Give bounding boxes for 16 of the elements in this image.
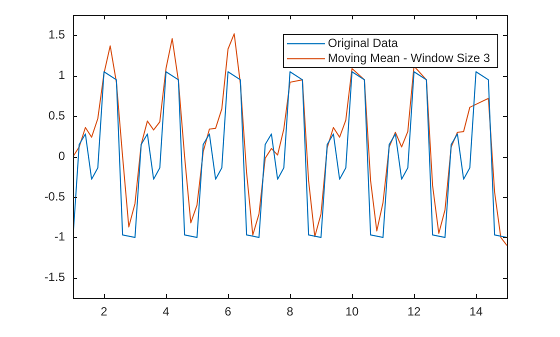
y-tick-label: -1 — [54, 230, 66, 244]
y-tick-label: 1 — [58, 68, 66, 82]
x-tick-label: 6 — [224, 304, 232, 319]
x-tick-label: 2 — [100, 304, 108, 319]
y-tick-label: 1.5 — [48, 28, 66, 42]
y-tick-label: 0 — [58, 148, 66, 163]
legend-label: Original Data — [328, 36, 398, 50]
y-tick-label: 0.5 — [48, 108, 66, 123]
x-tick-label: 4 — [162, 304, 170, 319]
x-tick-label: 14 — [469, 304, 483, 319]
x-tick-label: 12 — [407, 304, 421, 319]
x-tick-label: 10 — [345, 304, 359, 319]
legend-label: Moving Mean - Window Size 3 — [328, 51, 490, 66]
x-tick-label: 8 — [286, 304, 294, 319]
y-tick-label: -0.5 — [44, 189, 66, 204]
y-tick-label: -1.5 — [44, 270, 66, 284]
